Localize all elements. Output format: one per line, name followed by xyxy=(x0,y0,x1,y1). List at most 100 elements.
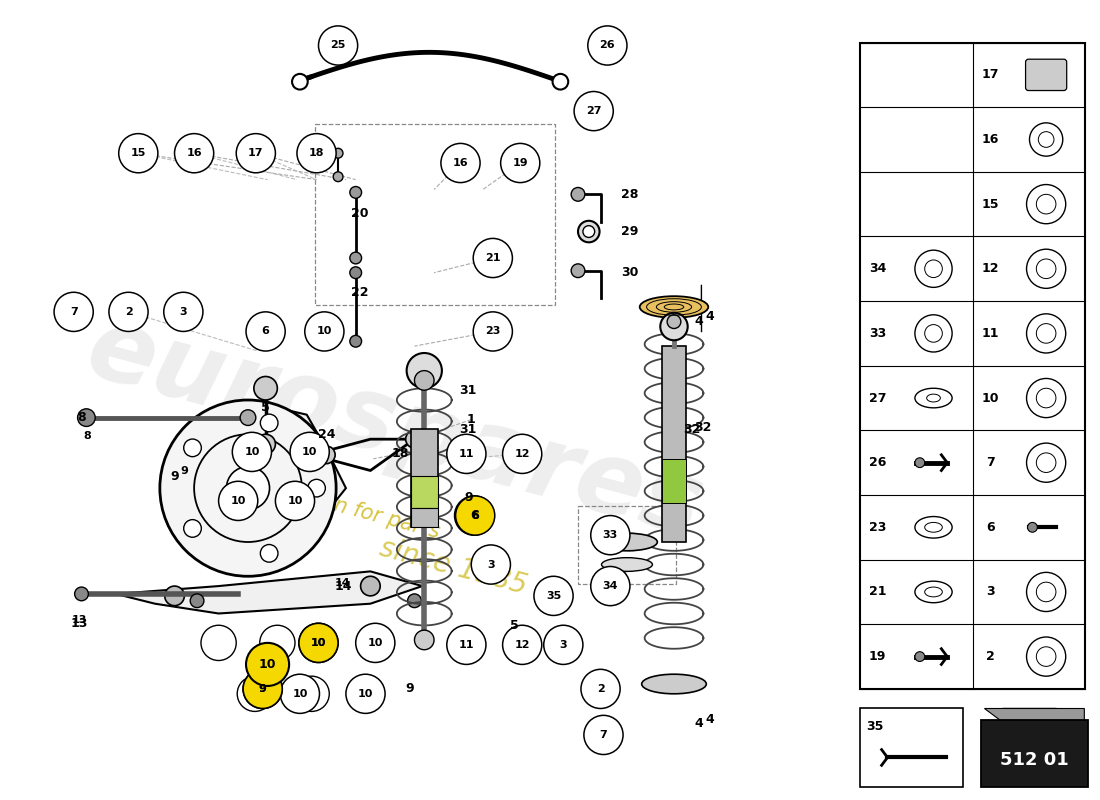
Text: 18: 18 xyxy=(392,447,408,460)
Circle shape xyxy=(1036,453,1056,473)
Circle shape xyxy=(345,674,385,714)
Circle shape xyxy=(280,674,319,714)
Text: 7: 7 xyxy=(986,456,994,469)
Circle shape xyxy=(1036,646,1056,666)
Text: 21: 21 xyxy=(869,586,887,598)
Text: 19: 19 xyxy=(513,158,528,168)
Text: 1: 1 xyxy=(466,413,475,426)
Text: 10: 10 xyxy=(258,658,276,671)
Polygon shape xyxy=(984,709,1085,746)
Circle shape xyxy=(305,312,344,351)
Circle shape xyxy=(534,576,573,615)
Circle shape xyxy=(294,676,329,711)
Circle shape xyxy=(581,670,620,709)
Text: 3: 3 xyxy=(179,307,187,317)
Circle shape xyxy=(175,134,213,173)
Circle shape xyxy=(441,143,480,182)
Circle shape xyxy=(184,439,201,457)
Circle shape xyxy=(184,520,201,538)
Text: 27: 27 xyxy=(586,106,602,116)
Text: 21: 21 xyxy=(485,253,501,263)
Ellipse shape xyxy=(926,394,940,402)
Text: 10: 10 xyxy=(287,496,303,506)
Text: 15: 15 xyxy=(981,198,999,210)
Text: 23: 23 xyxy=(869,521,887,534)
Circle shape xyxy=(407,353,442,388)
Circle shape xyxy=(1026,637,1066,676)
Circle shape xyxy=(1036,388,1056,408)
Text: 10: 10 xyxy=(317,326,332,337)
Text: 9: 9 xyxy=(170,470,179,483)
Text: 11: 11 xyxy=(981,327,999,340)
Ellipse shape xyxy=(925,587,943,597)
Text: 7: 7 xyxy=(600,730,607,740)
Circle shape xyxy=(254,377,277,400)
Text: 22: 22 xyxy=(351,286,369,298)
Circle shape xyxy=(318,446,336,464)
Text: 2: 2 xyxy=(124,307,132,317)
Circle shape xyxy=(454,496,494,535)
Text: 30: 30 xyxy=(621,266,639,279)
Circle shape xyxy=(406,430,424,448)
Circle shape xyxy=(1026,249,1066,288)
Bar xyxy=(662,346,685,542)
Circle shape xyxy=(232,432,272,471)
Ellipse shape xyxy=(915,517,953,538)
Circle shape xyxy=(915,652,925,662)
Bar xyxy=(860,42,1086,689)
Circle shape xyxy=(350,267,362,278)
Text: 9: 9 xyxy=(258,684,266,694)
Text: 15: 15 xyxy=(131,148,146,158)
Circle shape xyxy=(500,143,540,182)
Circle shape xyxy=(503,626,542,665)
Polygon shape xyxy=(169,400,345,557)
Circle shape xyxy=(350,252,362,264)
Circle shape xyxy=(219,482,257,521)
Text: 4: 4 xyxy=(705,310,714,322)
Bar xyxy=(662,458,685,503)
Circle shape xyxy=(194,434,301,542)
Text: 34: 34 xyxy=(869,262,887,275)
Circle shape xyxy=(915,458,925,467)
Text: 10: 10 xyxy=(244,447,260,457)
Circle shape xyxy=(591,566,630,606)
Text: 20: 20 xyxy=(351,207,369,221)
Ellipse shape xyxy=(641,674,706,694)
Text: 31: 31 xyxy=(460,423,477,436)
Text: eurospares: eurospares xyxy=(77,301,713,558)
Circle shape xyxy=(1036,582,1056,602)
Text: 35: 35 xyxy=(866,720,883,733)
Circle shape xyxy=(109,292,148,331)
Text: 6: 6 xyxy=(986,521,994,534)
Text: 10: 10 xyxy=(302,447,318,457)
Circle shape xyxy=(455,496,495,535)
Text: 18: 18 xyxy=(309,148,324,158)
Text: 33: 33 xyxy=(603,530,618,540)
Circle shape xyxy=(1030,123,1063,156)
Circle shape xyxy=(256,434,275,454)
Text: 3: 3 xyxy=(986,586,994,598)
Circle shape xyxy=(552,74,569,90)
Circle shape xyxy=(299,623,338,662)
Circle shape xyxy=(299,623,338,662)
Circle shape xyxy=(290,432,329,471)
Circle shape xyxy=(571,264,585,278)
Circle shape xyxy=(415,630,434,650)
Bar xyxy=(410,508,438,527)
Circle shape xyxy=(1027,522,1037,532)
Circle shape xyxy=(1036,194,1056,214)
Text: 10: 10 xyxy=(311,638,327,648)
Text: since 1985: since 1985 xyxy=(377,534,530,600)
Circle shape xyxy=(75,587,88,601)
Text: 4: 4 xyxy=(694,717,703,730)
Circle shape xyxy=(1026,314,1066,353)
Circle shape xyxy=(583,226,595,238)
Circle shape xyxy=(473,238,513,278)
Circle shape xyxy=(243,670,283,709)
Text: 10: 10 xyxy=(981,391,999,405)
Circle shape xyxy=(190,594,204,608)
Text: 2: 2 xyxy=(986,650,994,663)
Text: 10: 10 xyxy=(311,638,327,648)
Circle shape xyxy=(261,414,278,432)
Circle shape xyxy=(350,186,362,198)
